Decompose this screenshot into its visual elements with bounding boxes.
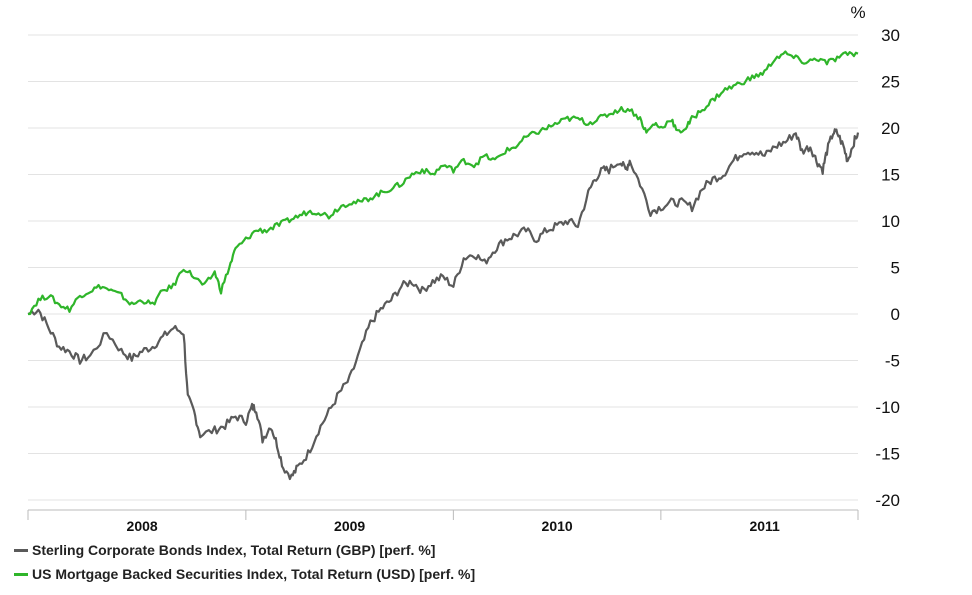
y-tick-label: -20 (875, 491, 900, 510)
x-axis-tick-labels: 2008 2009 2010 2011 (127, 518, 780, 534)
series-lines (27, 50, 860, 481)
legend-item-us-mbs: US Mortgage Backed Securities Index, Tot… (14, 566, 475, 582)
y-tick-label: 15 (881, 166, 900, 185)
y-tick-label: -10 (875, 398, 900, 417)
y-axis-tick-labels: 30 25 20 15 10 5 0 -5 -10 -15 -20 (875, 26, 900, 510)
series-line-us-mortgage-backed-securities (28, 50, 859, 316)
legend-label-us-mbs: US Mortgage Backed Securities Index, Tot… (32, 566, 476, 582)
y-axis-unit-label: % (850, 3, 865, 22)
y-tick-label: 20 (881, 119, 900, 138)
legend-swatch-us-mbs (14, 572, 28, 576)
series-line-sterling-corporate-bonds (27, 128, 860, 481)
y-tick-label: 10 (881, 212, 900, 231)
y-tick-label: 30 (881, 26, 900, 45)
x-tick-label: 2011 (749, 518, 780, 534)
x-tick-label: 2010 (542, 518, 573, 534)
legend-swatch-sterling (14, 548, 28, 552)
grid-lines (28, 34, 858, 511)
y-tick-label: 5 (891, 259, 900, 278)
y-tick-label: -15 (875, 445, 900, 464)
y-tick-label: 25 (881, 73, 900, 92)
legend-label-sterling: Sterling Corporate Bonds Index, Total Re… (32, 542, 436, 558)
y-tick-label: -5 (885, 352, 900, 371)
x-axis-year-separators (27, 510, 859, 520)
x-tick-label: 2009 (334, 518, 365, 534)
x-tick-label: 2008 (127, 518, 158, 534)
y-tick-label: 0 (891, 305, 900, 324)
legend-item-sterling: Sterling Corporate Bonds Index, Total Re… (14, 542, 435, 558)
